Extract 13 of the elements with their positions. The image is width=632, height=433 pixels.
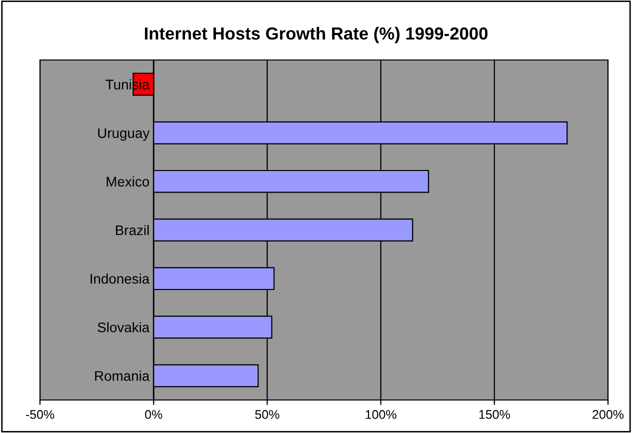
y-tick-label: Slovakia: [98, 322, 150, 332]
y-tick-label: Mexico: [106, 176, 150, 187]
y-tick-label: Indonesia: [90, 274, 150, 284]
x-tick-label: -50%: [26, 410, 54, 419]
x-tick-label: 100%: [366, 410, 396, 419]
y-tick-label: Brazil: [116, 224, 149, 236]
x-tick-label: 50%: [255, 410, 280, 419]
x-tick-label: 200%: [592, 410, 624, 419]
x-tick-label: 150%: [479, 410, 510, 419]
x-tick-label: 0%: [145, 410, 162, 419]
chart-title: Internet Hosts Growth Rate (%) 1999-2000: [144, 26, 488, 44]
y-tick-label: Romania: [95, 370, 150, 381]
y-tick-label: Uruguay: [98, 128, 150, 141]
